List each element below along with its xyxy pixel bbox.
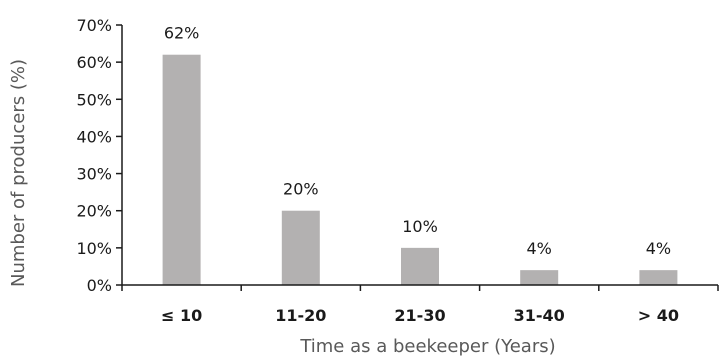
bar — [520, 270, 559, 285]
y-axis-ticks: 0% 10% 20% 30% 40% 50% 60% 70% — [76, 16, 122, 295]
bar — [401, 247, 439, 285]
bars — [162, 54, 678, 285]
y-tick-label: 30% — [76, 165, 112, 184]
x-tick-label: > 40 — [638, 306, 679, 325]
data-label: 62% — [164, 24, 200, 43]
x-tick-label: 31-40 — [514, 306, 565, 325]
data-label: 10% — [402, 217, 438, 236]
y-tick-label: 70% — [76, 16, 112, 35]
y-tick-label: 20% — [76, 202, 112, 221]
y-tick-label: 10% — [76, 239, 112, 258]
data-label: 4% — [646, 239, 671, 258]
data-label: 20% — [283, 180, 319, 199]
y-tick-label: 60% — [76, 53, 112, 72]
x-axis-ticks: ≤ 10 11-20 21-30 31-40 > 40 — [121, 285, 719, 325]
y-tick-label: 40% — [76, 127, 112, 146]
x-tick-label: 11-20 — [275, 306, 326, 325]
data-label: 4% — [527, 239, 552, 258]
y-tick-label: 50% — [76, 90, 112, 109]
bar — [639, 270, 678, 285]
y-axis-title: Number of producers (%) — [8, 59, 29, 287]
bar — [162, 54, 201, 285]
bar — [281, 210, 320, 285]
x-tick-label: ≤ 10 — [161, 306, 202, 325]
x-tick-label: 21-30 — [394, 306, 445, 325]
y-tick-label: 0% — [87, 276, 112, 295]
x-axis-title: Time as a beekeeper (Years) — [299, 336, 555, 357]
data-labels: 62% 20% 10% 4% 4% — [164, 24, 671, 258]
